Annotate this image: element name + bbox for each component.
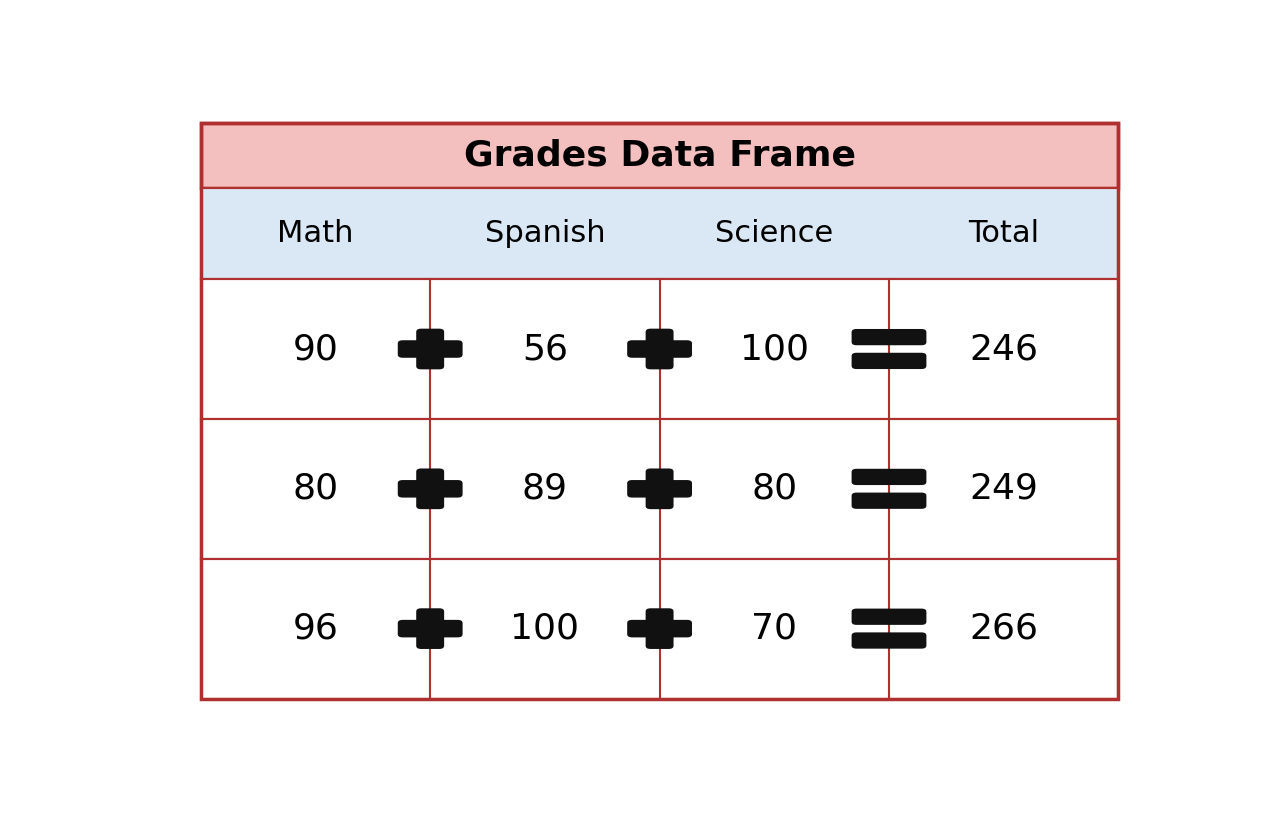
Text: 80: 80 (752, 472, 798, 506)
Text: 90: 90 (292, 332, 338, 366)
Text: 89: 89 (523, 472, 568, 506)
FancyBboxPatch shape (852, 493, 927, 509)
Text: 80: 80 (292, 472, 338, 506)
FancyBboxPatch shape (416, 608, 444, 649)
Bar (201, 279, 1118, 419)
FancyBboxPatch shape (646, 468, 673, 509)
FancyBboxPatch shape (852, 633, 927, 649)
Text: Grades Data Frame: Grades Data Frame (463, 138, 856, 172)
Text: Math: Math (277, 220, 354, 248)
FancyBboxPatch shape (398, 341, 462, 358)
FancyBboxPatch shape (416, 468, 444, 509)
Text: Total: Total (968, 220, 1040, 248)
Text: 100: 100 (511, 611, 579, 646)
FancyBboxPatch shape (852, 609, 927, 625)
Bar (201, 123, 1118, 189)
FancyBboxPatch shape (646, 328, 673, 369)
FancyBboxPatch shape (852, 353, 927, 369)
FancyBboxPatch shape (627, 480, 692, 498)
FancyBboxPatch shape (852, 469, 927, 485)
Text: Science: Science (716, 220, 834, 248)
Text: Spanish: Spanish (485, 220, 605, 248)
Text: 70: 70 (752, 611, 797, 646)
Text: 96: 96 (292, 611, 338, 646)
Text: 249: 249 (969, 472, 1039, 506)
FancyBboxPatch shape (627, 341, 692, 358)
Text: 100: 100 (740, 332, 808, 366)
Text: 266: 266 (969, 611, 1039, 646)
FancyBboxPatch shape (852, 329, 927, 346)
FancyBboxPatch shape (398, 480, 462, 498)
FancyBboxPatch shape (398, 620, 462, 637)
Bar (201, 559, 1118, 698)
FancyBboxPatch shape (646, 608, 673, 649)
Text: 246: 246 (969, 332, 1039, 366)
Bar (201, 419, 1118, 559)
FancyBboxPatch shape (416, 328, 444, 369)
Bar (201, 189, 1118, 279)
Text: 56: 56 (523, 332, 568, 366)
FancyBboxPatch shape (627, 620, 692, 637)
